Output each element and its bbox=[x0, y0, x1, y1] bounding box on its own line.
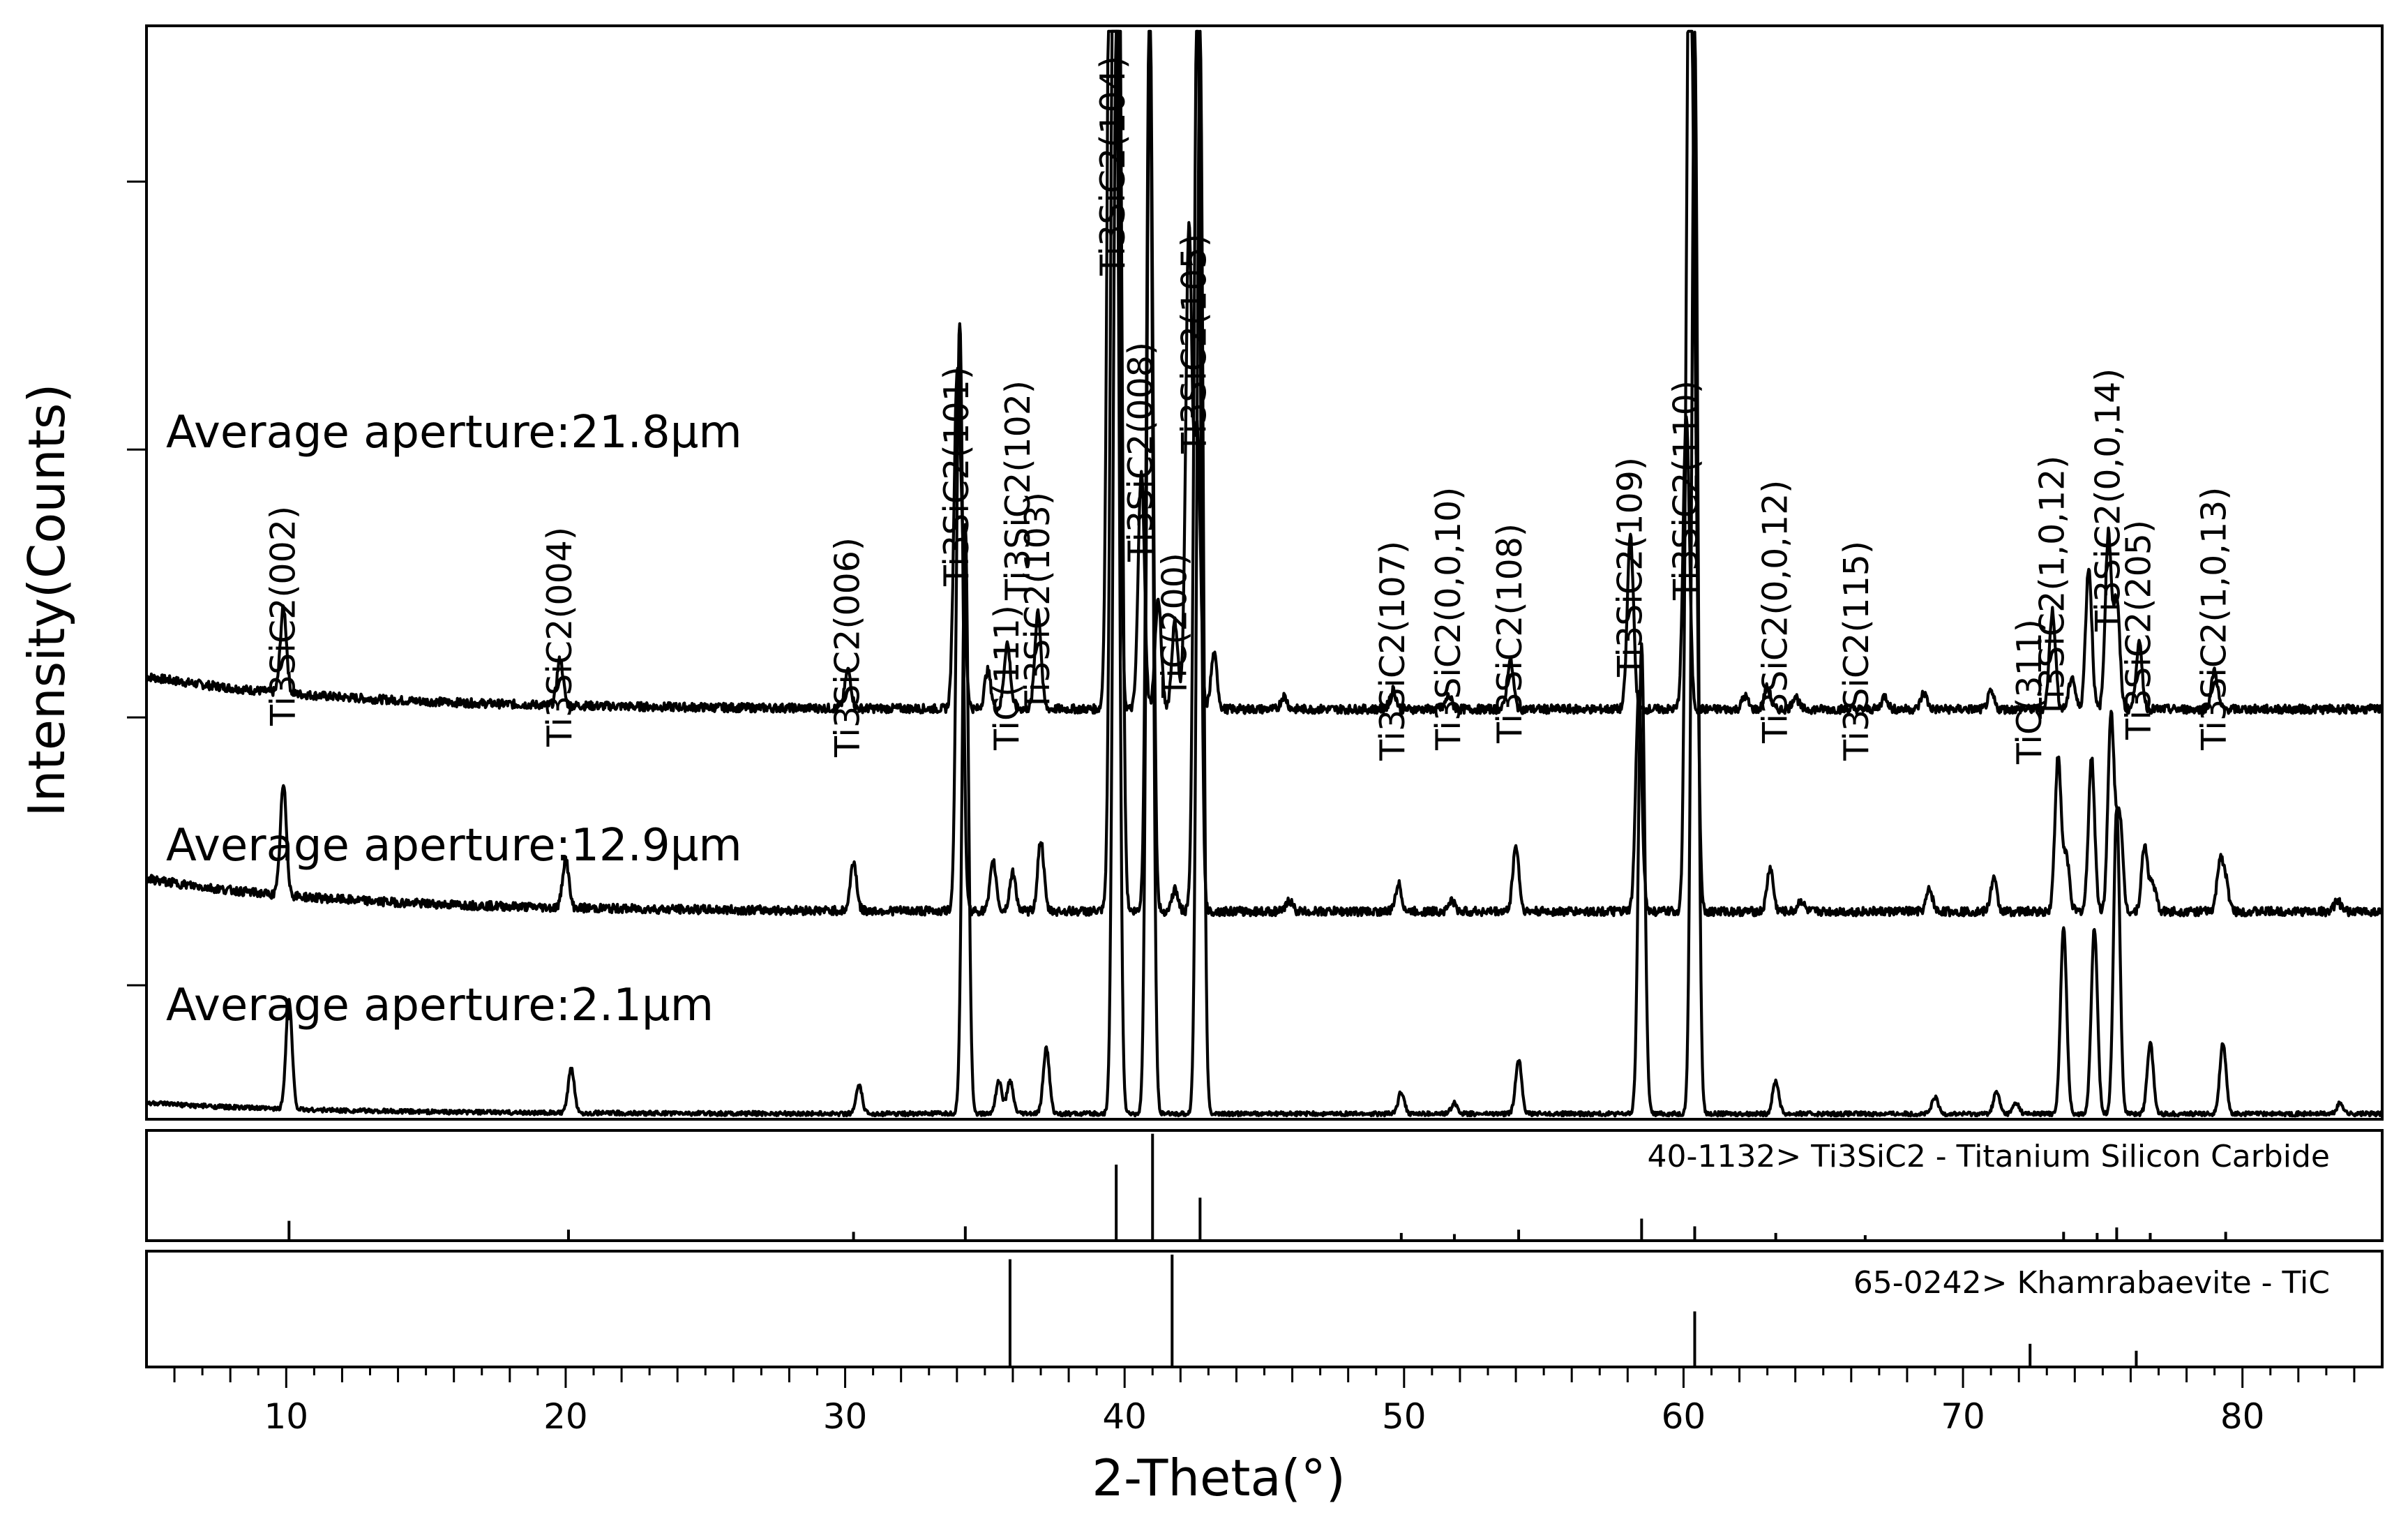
peak-label: Ti3SiC2(0,0,10) bbox=[1429, 487, 1468, 751]
peak-label: Ti3SiC2(103) bbox=[1018, 492, 1058, 712]
peak-label: Ti3SiC2(008) bbox=[1121, 342, 1161, 562]
peak-label: TiC(200) bbox=[1154, 553, 1194, 698]
peak-label: TiC(111) bbox=[987, 605, 1027, 751]
x-axis-title: 2-Theta(°) bbox=[1092, 1449, 1346, 1507]
x-tick-label: 70 bbox=[1941, 1396, 1985, 1437]
peak-label: Ti3SiC2(105) bbox=[1174, 234, 1214, 454]
peak-label: Ti3SiC2(004) bbox=[540, 527, 580, 747]
axis-title-group: Intensity(Counts) 2-Theta(°) bbox=[17, 384, 1346, 1507]
x-axis-ticks: 10 20 30 40 50 60 70 80 bbox=[173, 1367, 2356, 1437]
peak-label: TiC(311) bbox=[2010, 619, 2049, 765]
reference-pattern-label-1: 40-1132> Ti3SiC2 - Titanium Silicon Carb… bbox=[1648, 1139, 2330, 1174]
peak-label: Ti3SiC2(104) bbox=[1093, 56, 1133, 276]
peak-label: Ti3SiC2(1,0,12) bbox=[2032, 456, 2072, 719]
peak-label: Ti3SiC2(110) bbox=[1666, 380, 1706, 601]
xrd-trace-1 bbox=[145, 29, 2383, 715]
peak-label: Ti3SiC2(109) bbox=[1610, 457, 1650, 678]
peak-label: Ti3SiC2(205) bbox=[2119, 520, 2159, 740]
x-tick-label: 60 bbox=[1662, 1396, 1706, 1437]
peak-label: Ti3SiC2(102) bbox=[998, 380, 1038, 601]
reference-panel-frame-1 bbox=[145, 1129, 2384, 1242]
xrd-traces bbox=[144, 29, 2383, 1118]
series-label-1: Average aperture:21.8μm bbox=[166, 407, 742, 458]
reference-pattern-label-2: 65-0242> Khamrabaevite - TiC bbox=[1853, 1265, 2330, 1301]
series-label-2: Average aperture:12.9μm bbox=[166, 820, 742, 872]
xrd-trace-3 bbox=[145, 29, 2383, 1118]
peak-label: Ti3SiC2(002) bbox=[263, 506, 303, 726]
x-tick-label: 50 bbox=[1382, 1396, 1427, 1437]
peak-label: Ti3SiC2(0,0,14) bbox=[2088, 368, 2128, 632]
x-tick-label: 20 bbox=[543, 1396, 588, 1437]
y-axis-ticks bbox=[127, 180, 146, 987]
peak-label: Ti3SiC2(108) bbox=[1490, 523, 1530, 744]
x-tick-label: 30 bbox=[823, 1396, 868, 1437]
peak-label: Ti3SiC2(0,0,12) bbox=[1756, 480, 1796, 744]
series-label-3: Average aperture:2.1μm bbox=[166, 980, 714, 1031]
peak-label: Ti3SiC2(101) bbox=[937, 366, 977, 587]
peak-label: Ti3SiC2(115) bbox=[1837, 541, 1876, 761]
x-tick-label: 80 bbox=[2220, 1396, 2265, 1437]
x-tick-label: 10 bbox=[264, 1396, 309, 1437]
series-labels: Average aperture:21.8μm Average aperture:… bbox=[166, 407, 742, 1031]
y-axis-title: Intensity(Counts) bbox=[17, 384, 76, 817]
xrd-trace-2 bbox=[144, 29, 2383, 918]
reference-patterns: 40-1132> Ti3SiC2 - Titanium Silicon Carb… bbox=[287, 1133, 2330, 1367]
peak-labels: Ti3SiC2(002) Ti3SiC2(004) Ti3SiC2(006) Ti3S… bbox=[263, 56, 2234, 765]
peak-label: Ti3SiC2(1,0,13) bbox=[2195, 487, 2234, 751]
peak-label: Ti3SiC2(107) bbox=[1373, 541, 1413, 761]
main-plot-frame bbox=[145, 24, 2384, 1121]
x-tick-label: 40 bbox=[1102, 1396, 1147, 1437]
peak-label: Ti3SiC2(006) bbox=[828, 537, 868, 758]
